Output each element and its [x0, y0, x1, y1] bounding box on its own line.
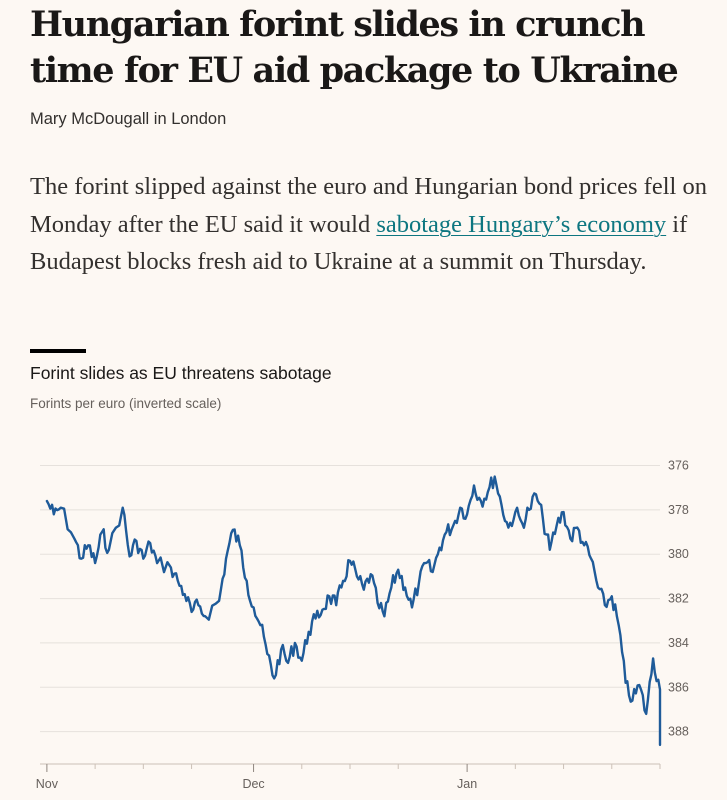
y-axis: 376 378 380 382 384 386 388 [668, 459, 689, 739]
x-axis: Nov Dec Jan [36, 763, 661, 791]
y-tick-label: 380 [668, 547, 689, 561]
y-tick-label: 384 [668, 636, 689, 650]
x-tick-label: Dec [242, 777, 264, 791]
gridlines [40, 465, 660, 733]
forint-series-line [45, 475, 662, 747]
headline: Hungarian forint slides in crunch time f… [30, 4, 679, 91]
y-tick-label: 386 [668, 680, 689, 694]
forint-line-chart: Nov Dec Jan 376 378 380 382 384 386 388 [36, 459, 689, 791]
y-tick-label: 378 [668, 503, 689, 517]
byline[interactable]: Mary McDougall in London [30, 110, 227, 128]
y-tick-label: 382 [668, 592, 689, 606]
standfirst-text-start: The forint slipped against the euro and … [30, 173, 707, 238]
y-tick-label: 376 [668, 459, 689, 473]
sabotage-link[interactable]: sabotage Hungary’s economy [376, 210, 667, 238]
chart-title: Forint slides as EU threatens sabotage [30, 363, 332, 383]
chart-subtitle: Forints per euro (inverted scale) [30, 396, 222, 411]
standfirst: The forint slipped against the euro and … [30, 168, 710, 281]
plot-area [45, 475, 662, 747]
chart-title-rule [30, 349, 86, 353]
y-tick-label: 388 [668, 725, 689, 739]
x-tick-label: Nov [36, 777, 59, 791]
standfirst-text-end: if Budapest blocks fresh aid to Ukraine … [30, 210, 688, 276]
x-tick-label: Jan [457, 777, 477, 791]
